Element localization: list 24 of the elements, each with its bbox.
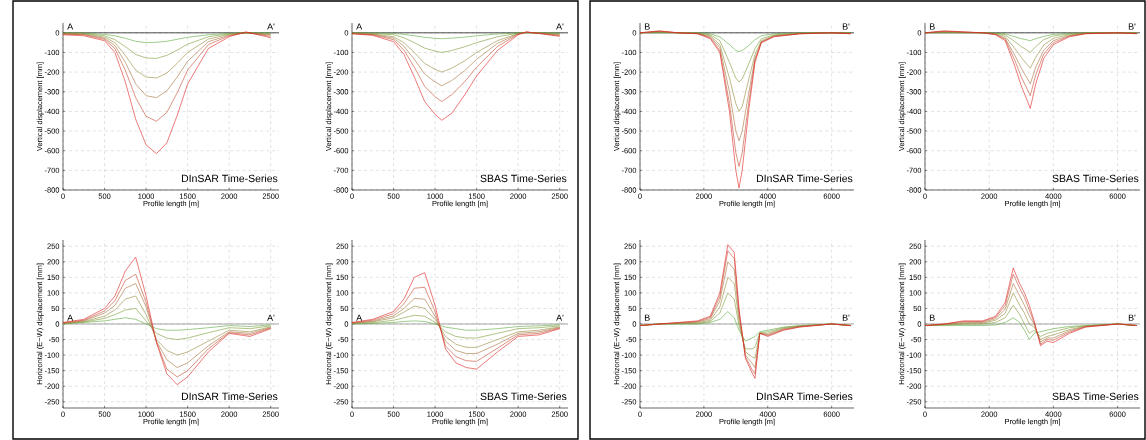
text: DInSAR Time-Series [756,392,853,401]
annotation: A' [267,314,275,321]
annotation: B [929,314,935,321]
annotation: A [67,314,74,321]
text: SBAS Time-Series [480,392,567,401]
annotation: A [67,23,74,30]
annotation: B' [1128,314,1136,321]
annotation: A [356,23,363,30]
annotation: B' [1128,23,1136,30]
annotation: A' [556,23,564,30]
text: SBAS Time-Series [1052,174,1139,183]
text: SBAS Time-Series [480,174,567,183]
text: DInSAR Time-Series [181,174,278,183]
annotation: A' [267,23,275,30]
annotation: B' [842,23,850,30]
annotation: A' [556,314,564,321]
text: DInSAR Time-Series [181,392,278,401]
annotation: B [644,314,650,321]
annotation: A [356,314,363,321]
annotation: B [929,23,935,30]
annotation: B' [842,314,850,321]
annotation: B [644,23,650,30]
text: SBAS Time-Series [1052,392,1139,401]
text: DInSAR Time-Series [756,174,853,183]
